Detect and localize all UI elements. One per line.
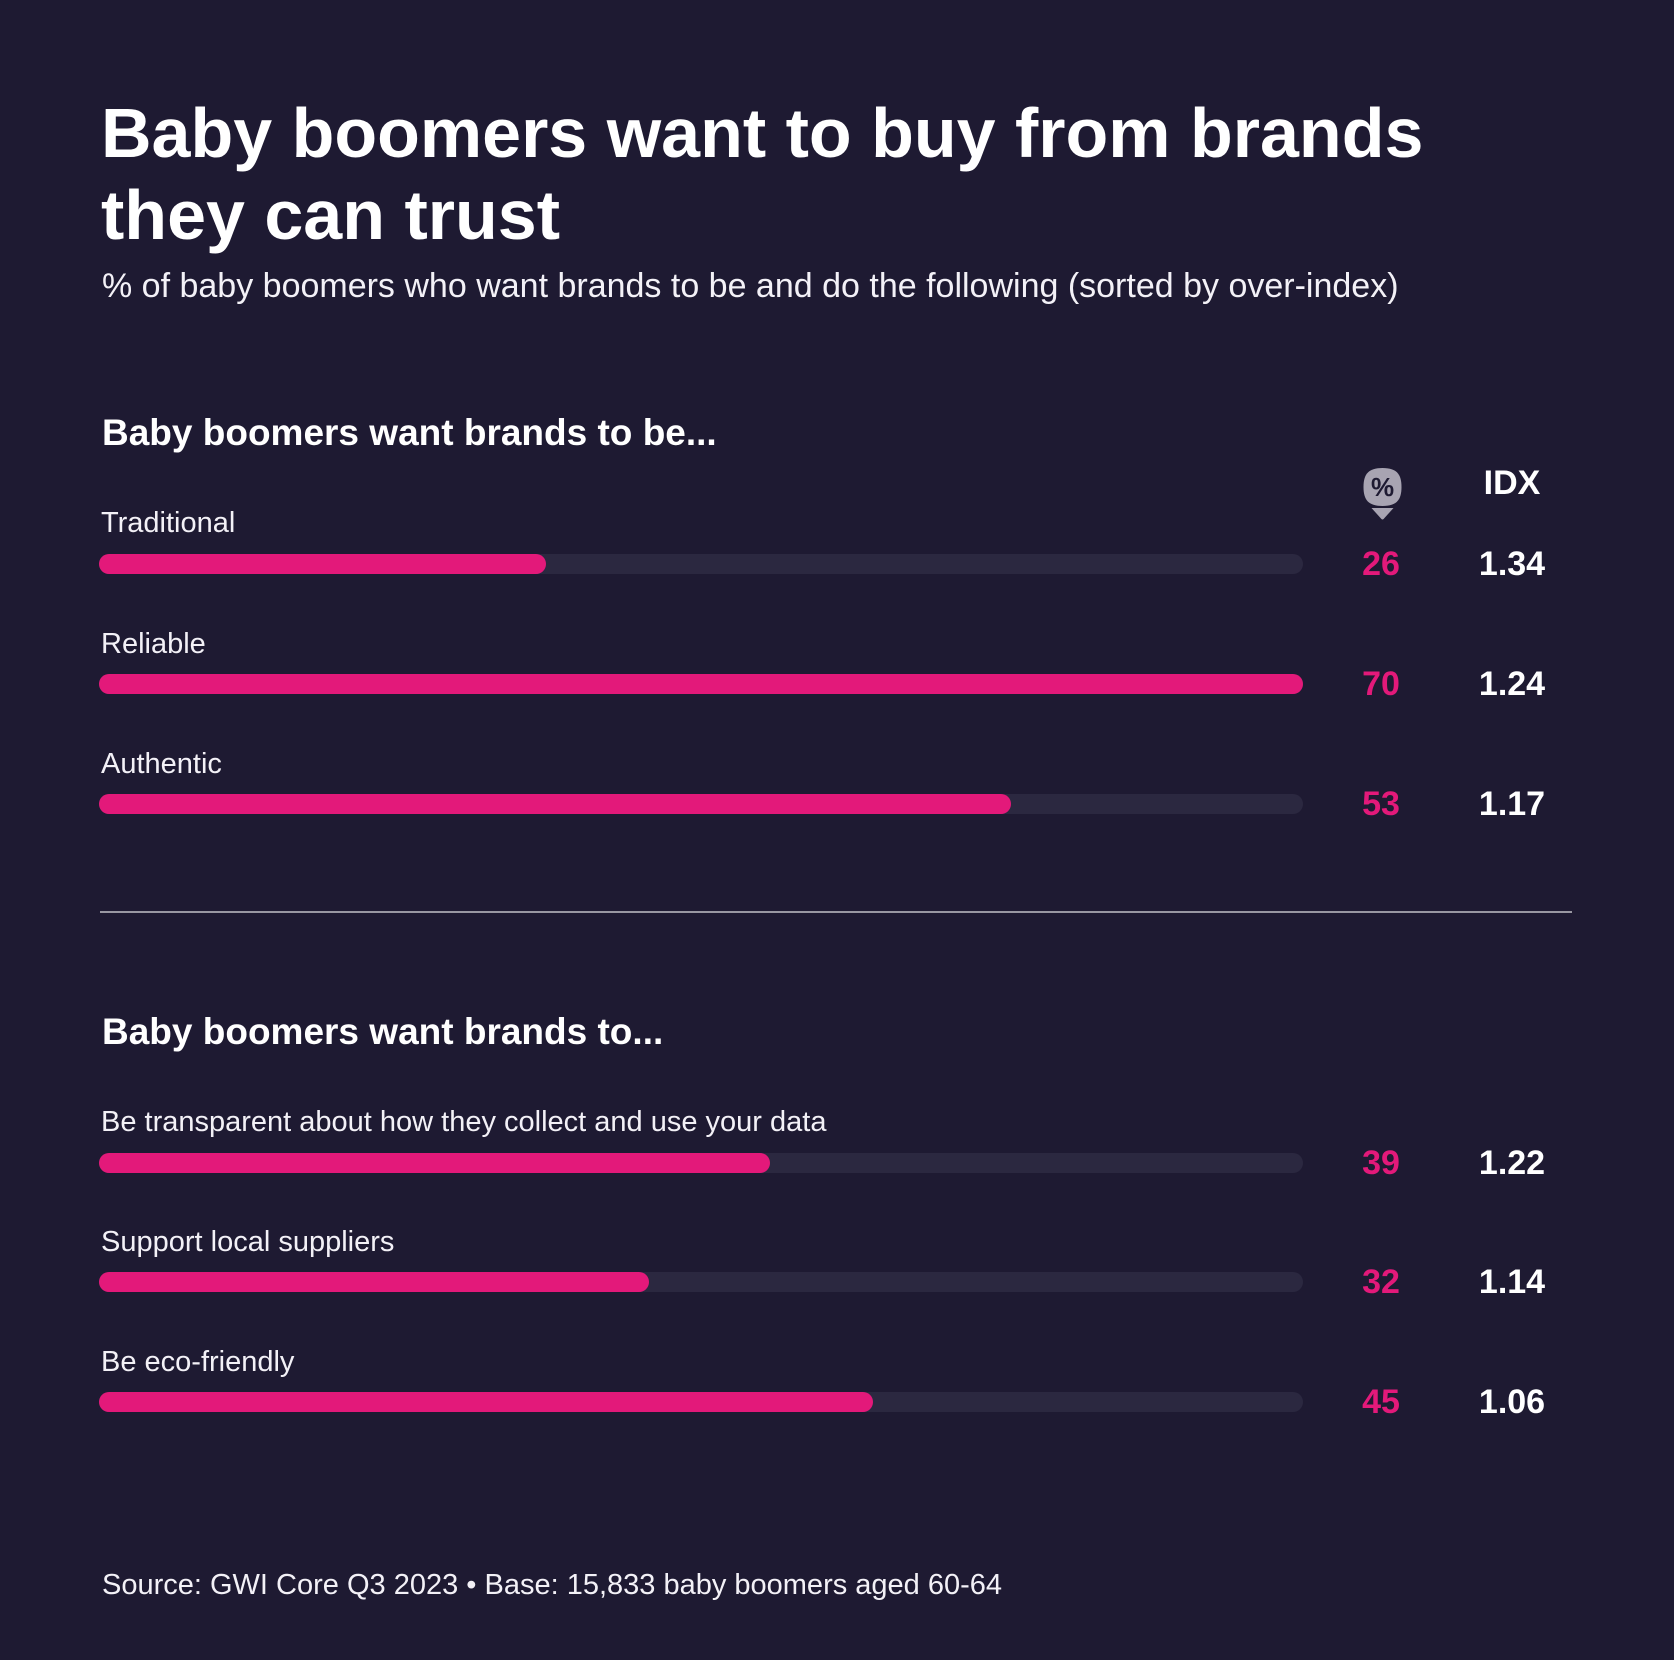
svg-text:%: % bbox=[1371, 472, 1394, 502]
